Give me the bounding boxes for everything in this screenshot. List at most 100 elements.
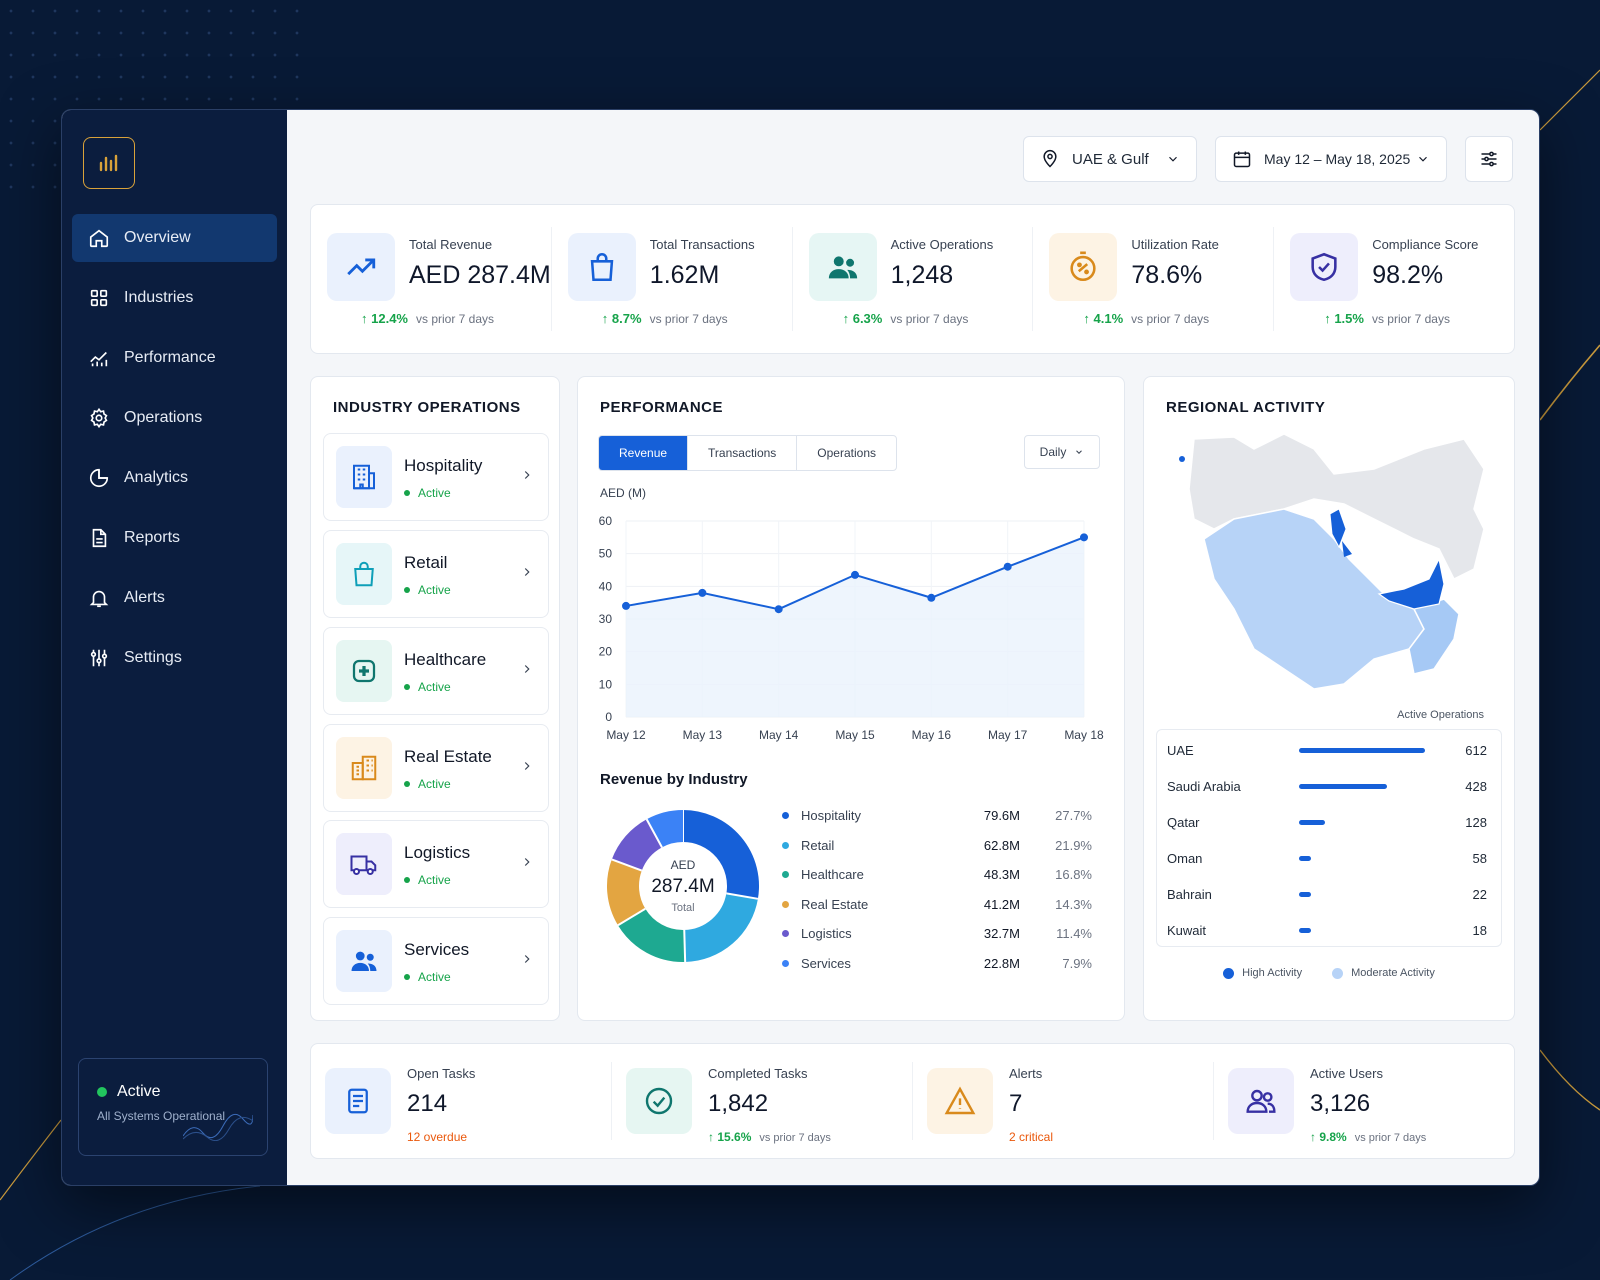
chevron-right-icon — [524, 762, 530, 770]
region-select[interactable]: UAE & Gulf — [1023, 136, 1197, 182]
chevron-right-icon — [524, 471, 530, 479]
shield-check-icon — [1290, 233, 1359, 301]
industry-status: Active — [404, 486, 451, 500]
kpi-label: Utilization Rate — [1131, 237, 1219, 252]
kpi-label: Total Transactions — [649, 237, 755, 252]
app-logo[interactable] — [83, 137, 135, 189]
industry-item-logistics[interactable]: Logistics Active — [323, 820, 549, 908]
performance-tabs: Revenue Transactions Operations — [598, 435, 897, 471]
section-title: PERFORMANCE — [600, 399, 724, 416]
shopping-bag-icon — [336, 543, 392, 605]
tab-transactions[interactable]: Transactions — [688, 436, 798, 470]
donut-slice — [607, 859, 646, 926]
sidebar-item-reports[interactable]: Reports — [72, 514, 277, 562]
legend-percent: 11.4% — [1056, 926, 1092, 942]
region-bar-row: Oman 58 — [1167, 848, 1487, 868]
status-sub: All Systems Operational — [97, 1109, 226, 1123]
sidebar-item-performance[interactable]: Performance — [72, 334, 277, 382]
period-select[interactable]: Daily — [1024, 435, 1100, 469]
sidebar-item-label: Analytics — [124, 469, 189, 486]
stat-delta-value: 15.6% — [717, 1130, 752, 1144]
legend-moderate-activity: Moderate Activity — [1332, 967, 1435, 979]
data-point — [927, 593, 936, 602]
region-value: 428 — [1465, 778, 1487, 794]
legend-row: Services 22.8M 7.9% — [782, 949, 1092, 979]
industry-name: Hospitality — [404, 456, 483, 475]
industry-status: Active — [404, 680, 451, 694]
industry-item-hospitality[interactable]: Hospitality Active — [323, 433, 549, 521]
filter-sliders-icon — [1481, 151, 1497, 167]
donut-slice — [646, 810, 684, 848]
region-value: UAE & Gulf — [1072, 150, 1149, 168]
industry-status: Active — [404, 873, 451, 887]
kpi-active-operations: Active Operations 1,248 ↑ 6.3% vs prior 7… — [793, 227, 1034, 331]
kpi-label: Compliance Score — [1372, 237, 1479, 252]
chevron-right-icon — [524, 955, 530, 963]
sidebar-item-label: Industries — [124, 289, 194, 306]
sidebar-item-industries[interactable]: Industries — [72, 274, 277, 322]
kpi-compare: vs prior 7 days — [890, 312, 969, 326]
industry-item-healthcare[interactable]: Healthcare Active — [323, 627, 549, 715]
donut-slice — [683, 892, 758, 962]
kpi-value: 78.6% — [1131, 261, 1203, 289]
revenue-line-chart: AED (M) 0 10 20 30 40 50 60 May 12 May 13 May 14 Ma… — [599, 486, 1104, 742]
sidebar-item-analytics[interactable]: Analytics — [72, 454, 277, 502]
sidebar-item-label: Reports — [124, 529, 181, 546]
sidebar-item-operations[interactable]: Operations — [72, 394, 277, 442]
chevron-right-icon — [524, 568, 530, 576]
kpi-total-revenue: Total Revenue AED 287.4M ↑ 12.4% vs prior… — [311, 227, 552, 331]
map-legend: High Activity Moderate Activity — [1144, 967, 1514, 979]
app-window: Overview Industries Performance Operatio… — [61, 109, 1540, 1186]
legend-name: Services — [801, 955, 851, 971]
filter-button[interactable] — [1465, 136, 1513, 182]
stat-label: Open Tasks — [407, 1066, 476, 1081]
industry-item-retail[interactable]: Retail Active — [323, 530, 549, 618]
kpi-delta-value: 1.5% — [1334, 311, 1364, 326]
slice-separator — [683, 929, 687, 962]
status-dot — [97, 1087, 107, 1097]
revenue-by-industry-title: Revenue by Industry — [600, 771, 748, 788]
sidebar-item-settings[interactable]: Settings — [72, 634, 277, 682]
donut-slice — [611, 819, 663, 872]
x-tick-label: May 18 — [1064, 728, 1104, 742]
tab-revenue[interactable]: Revenue — [599, 436, 689, 470]
x-tick-label: May 14 — [759, 728, 799, 742]
industry-status: Active — [404, 583, 451, 597]
slice-separator — [611, 858, 643, 872]
y-tick-label: 10 — [599, 677, 613, 691]
legend-dot — [782, 930, 789, 938]
sidebar-item-alerts[interactable]: Alerts — [72, 574, 277, 622]
industry-item-services[interactable]: Services Active — [323, 917, 549, 1005]
industry-item-real-estate[interactable]: Real Estate Active — [323, 724, 549, 812]
y-tick-label: 60 — [599, 514, 613, 528]
legend-value: 22.8M — [983, 955, 1020, 971]
sliders-icon — [90, 649, 108, 667]
status-label: Active — [117, 1083, 161, 1100]
legend-row: Hospitality 79.6M 27.7% — [782, 801, 1092, 831]
legend-high-label: High Activity — [1242, 967, 1303, 979]
stat-sub: 2 critical — [1009, 1130, 1054, 1144]
trend-up-icon — [327, 233, 395, 301]
donut-slice — [682, 810, 759, 899]
sidebar-item-label: Settings — [124, 649, 182, 666]
sidebar-nav: Overview Industries Performance Operatio… — [72, 214, 277, 694]
legend-dot — [782, 812, 789, 820]
gear-icon — [90, 407, 108, 429]
legend-percent: 14.3% — [1055, 896, 1092, 912]
bell-icon — [89, 590, 109, 608]
legend-percent: 16.8% — [1055, 867, 1092, 883]
date-range-select[interactable]: May 12 – May 18, 2025 — [1215, 136, 1447, 182]
x-tick-label: May 16 — [912, 728, 952, 742]
kpi-delta: ↑ 12.4% vs prior 7 days — [361, 311, 495, 326]
stat-compare: vs prior 7 days — [1354, 1132, 1427, 1144]
region-bar-row: Bahrain 22 — [1167, 884, 1487, 904]
stat-sub: 12 overdue — [407, 1130, 468, 1144]
revenue-by-industry-legend: Hospitality 79.6M 27.7% Retail 62.8M 21.9% Hea… — [782, 801, 1092, 978]
regional-activity-card: REGIONAL ACTIVITY Active Operations UAE 6… — [1143, 376, 1515, 1021]
document-icon — [92, 528, 107, 548]
main-content: UAE & Gulf May 12 – May 18, 2025 Total R… — [287, 110, 1539, 1185]
tab-operations[interactable]: Operations — [817, 446, 876, 460]
sidebar-item-overview[interactable]: Overview — [72, 214, 277, 262]
top-bar: UAE & Gulf May 12 – May 18, 2025 — [1023, 136, 1513, 182]
y-tick-label: 0 — [605, 710, 612, 724]
